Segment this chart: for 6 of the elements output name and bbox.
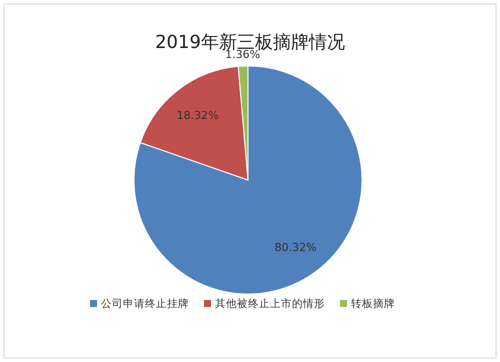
data-label: 18.32%	[176, 109, 219, 122]
legend-label: 转板摘牌	[351, 297, 395, 310]
legend-label: 公司申请终止挂牌	[101, 297, 189, 310]
data-label: 80.32%	[274, 240, 317, 254]
legend-label: 其他被终止上市的情形	[215, 297, 325, 310]
pie-slice	[134, 66, 362, 294]
